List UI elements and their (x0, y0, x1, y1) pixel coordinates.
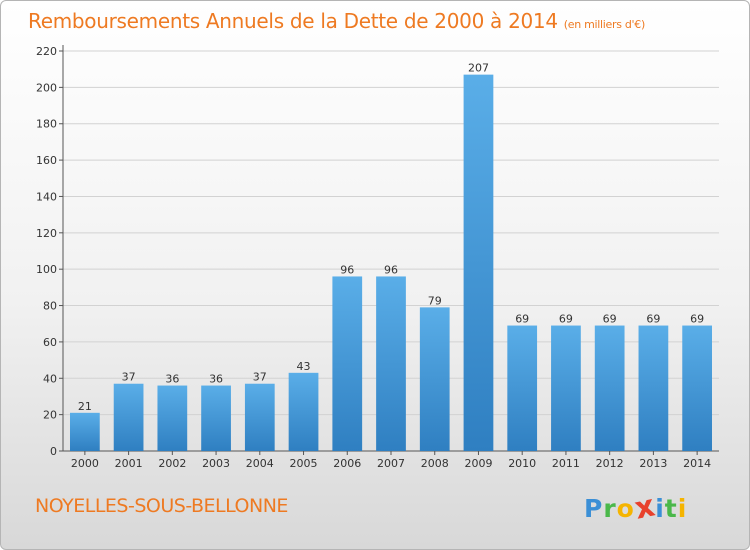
y-tick-label: 60 (43, 336, 57, 349)
x-tick-label: 2009 (464, 457, 492, 470)
logo-letter: t (664, 494, 678, 523)
bar (551, 325, 581, 451)
data-label: 69 (690, 313, 704, 326)
data-label: 69 (515, 313, 529, 326)
data-label: 36 (165, 373, 179, 386)
data-label: 37 (122, 371, 136, 384)
x-tick-label: 2000 (71, 457, 99, 470)
chart-title: Remboursements Annuels de la Dette de 20… (28, 9, 645, 33)
bars (69, 74, 713, 452)
y-tick-label: 80 (43, 300, 57, 313)
x-tick-label: 2011 (552, 457, 580, 470)
x-tick-label: 2004 (246, 457, 274, 470)
bar (201, 385, 231, 451)
x-tick-label: 2003 (202, 457, 230, 470)
bar (507, 325, 538, 451)
bar (332, 276, 363, 451)
data-label: 21 (78, 400, 92, 413)
x-tick-label: 2008 (421, 457, 449, 470)
bar (594, 325, 625, 451)
logo-letter: P (584, 494, 604, 523)
x-tick-label: 2012 (596, 457, 624, 470)
logo-letter: r (603, 494, 617, 523)
y-tick-label: 0 (50, 445, 57, 458)
y-tick-label: 20 (43, 409, 57, 422)
data-label: 43 (297, 360, 311, 373)
proxiti-logo: Proxiti (584, 488, 688, 526)
data-label: 79 (428, 294, 442, 307)
logo-letter: i (655, 494, 665, 523)
data-label: 96 (384, 263, 398, 276)
bar (638, 325, 669, 451)
x-tick-label: 2002 (158, 457, 186, 470)
commune-name: NOYELLES-SOUS-BELLONNE (35, 495, 288, 517)
x-tick-label: 2014 (683, 457, 711, 470)
bar (419, 307, 450, 451)
bar (463, 74, 494, 452)
data-label: 207 (468, 62, 489, 75)
x-tick-label: 2007 (377, 457, 405, 470)
y-tick-label: 200 (36, 81, 57, 94)
y-tick-label: 220 (36, 45, 57, 58)
data-label: 69 (646, 313, 660, 326)
x-tick-label: 2005 (290, 457, 318, 470)
bar (157, 385, 188, 451)
y-tick-label: 100 (36, 263, 57, 276)
x-tick-label: 2010 (508, 457, 536, 470)
y-tick-label: 160 (36, 154, 57, 167)
labels: 21 2000 37 2001 36 2002 36 2003 37 2004 43 2005 96 20… (71, 62, 711, 470)
data-label: 69 (559, 313, 573, 326)
bar (288, 372, 319, 451)
y-tick-label: 40 (43, 372, 57, 385)
y-tick-label: 120 (36, 227, 57, 240)
data-label: 69 (603, 313, 617, 326)
x-tick-label: 2013 (639, 457, 667, 470)
data-label: 37 (253, 371, 267, 384)
y-tick-label: 140 (36, 190, 57, 203)
data-label: 36 (209, 373, 223, 386)
bar (113, 383, 144, 451)
bar (682, 325, 713, 451)
bar (69, 412, 100, 451)
y-tick-label: 180 (36, 118, 57, 131)
logo-letter: o (616, 494, 635, 523)
logo-letter: i (677, 494, 688, 523)
x-tick-label: 2006 (333, 457, 361, 470)
unit-label: (en milliers d'€) (563, 18, 645, 31)
x-tick-label: 2001 (115, 457, 143, 470)
data-label: 96 (340, 263, 354, 276)
bar (376, 276, 406, 451)
bar (244, 383, 275, 451)
